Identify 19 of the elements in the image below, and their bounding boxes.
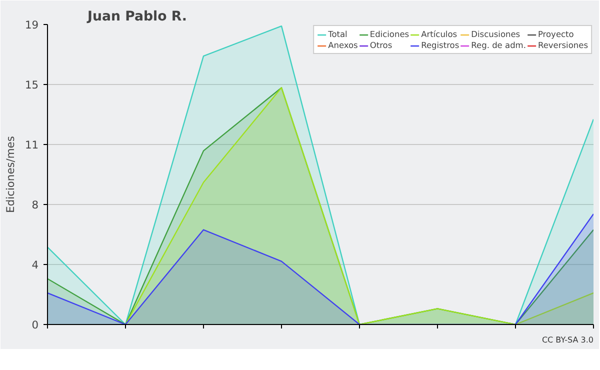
legend-label: Otros	[370, 40, 392, 50]
y-tick-label: 11	[24, 138, 39, 152]
legend-label: Artículos	[421, 29, 458, 39]
text: CC BY-SA 3.0	[542, 336, 594, 344]
legend-label: Proyecto	[538, 29, 574, 39]
chart-title: Juan Pablo R.	[86, 10, 187, 24]
y-tick-label: 19	[24, 18, 39, 32]
y-tick-label: 15	[24, 78, 39, 92]
legend-label: Discusiones	[471, 29, 520, 39]
y-tick-label: 0	[32, 318, 39, 332]
legend-label: Ediciones	[370, 29, 410, 39]
legend-label: Reversiones	[538, 40, 588, 50]
legend-label: Registros	[421, 40, 460, 50]
y-tick-label: 8	[32, 198, 39, 212]
y-axis-title: Ediciones/mes	[4, 136, 17, 213]
y-tick-label: 4	[32, 258, 39, 272]
legend-label: Reg. de adm.	[471, 40, 526, 50]
legend-label: Anexos	[328, 40, 358, 50]
legend-label: Total	[328, 29, 348, 39]
